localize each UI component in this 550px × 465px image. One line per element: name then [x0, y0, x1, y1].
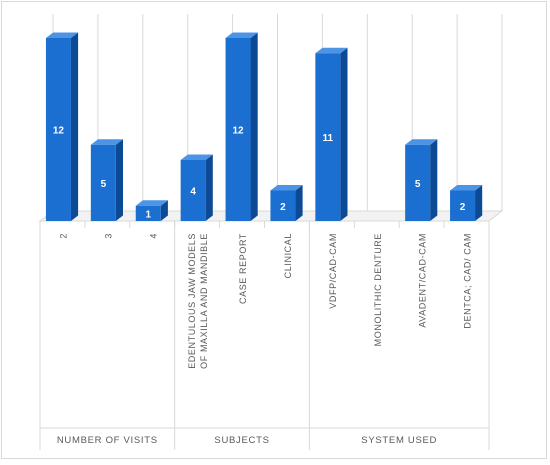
bar-side: [115, 139, 123, 221]
bar-top: [270, 185, 303, 191]
bar-top: [90, 139, 123, 145]
bar: [405, 144, 431, 221]
category-label: VDFP/CAD-CAM: [328, 233, 338, 309]
category-label: OF MAXILLA AND MANDIBLE: [199, 233, 209, 369]
category-label: 2: [58, 233, 68, 239]
data-label: 5: [415, 179, 421, 190]
bar-side: [250, 32, 258, 221]
bar-chart: 12 5 1 4 12 2 11 5 2 2 3 4 EDENTULOUS JAW MODELS OF M…: [38, 14, 504, 450]
category-label: CASE REPORT: [238, 233, 248, 304]
data-label: 5: [101, 179, 107, 190]
data-label: 2: [460, 202, 466, 213]
bar: [270, 190, 296, 221]
group-label: SUBJECTS: [214, 435, 269, 446]
bar-top: [315, 47, 348, 54]
group-label: NUMBER OF VISITS: [57, 435, 158, 446]
category-label: MONOLITHIC DENTURE: [373, 233, 383, 346]
category-label: AVADENT/CAD-CAM: [418, 233, 428, 328]
category-label: CLINICAL: [283, 233, 293, 278]
bar: [180, 160, 206, 221]
bar: [90, 144, 116, 221]
bar-side: [205, 154, 213, 221]
bar-side: [70, 32, 79, 221]
bar: [315, 53, 341, 221]
bar-side: [160, 200, 168, 221]
group-label: SYSTEM USED: [361, 435, 437, 446]
chart-frame: 12 5 1 4 12 2 11 5 2 2 3 4 EDENTULOUS JAW MODELS OF M…: [1, 1, 547, 459]
bar-top: [450, 185, 483, 191]
bar: [225, 38, 251, 221]
bar-top: [405, 139, 438, 145]
bar-side: [475, 185, 483, 221]
bar-top: [45, 32, 79, 38]
data-label: 1: [145, 209, 151, 220]
category-label: 4: [148, 233, 158, 239]
bar-side: [430, 139, 438, 221]
data-label: 12: [53, 126, 65, 137]
bar-top: [225, 32, 258, 38]
bar: [135, 205, 161, 221]
data-label: 2: [280, 202, 286, 213]
bar-side: [340, 47, 348, 221]
bar-side: [295, 185, 303, 221]
data-label: 11: [323, 133, 334, 144]
category-label: 3: [103, 233, 113, 239]
bar: [45, 38, 71, 221]
bar-top: [180, 154, 213, 160]
category-label: EDENTULOUS JAW MODELS: [187, 233, 197, 369]
data-label: 12: [232, 126, 244, 137]
bar-top: [135, 200, 168, 206]
data-label: 4: [190, 187, 196, 198]
bar: [450, 190, 476, 221]
category-label: DENTCA; CAD/ CAM: [463, 233, 473, 329]
